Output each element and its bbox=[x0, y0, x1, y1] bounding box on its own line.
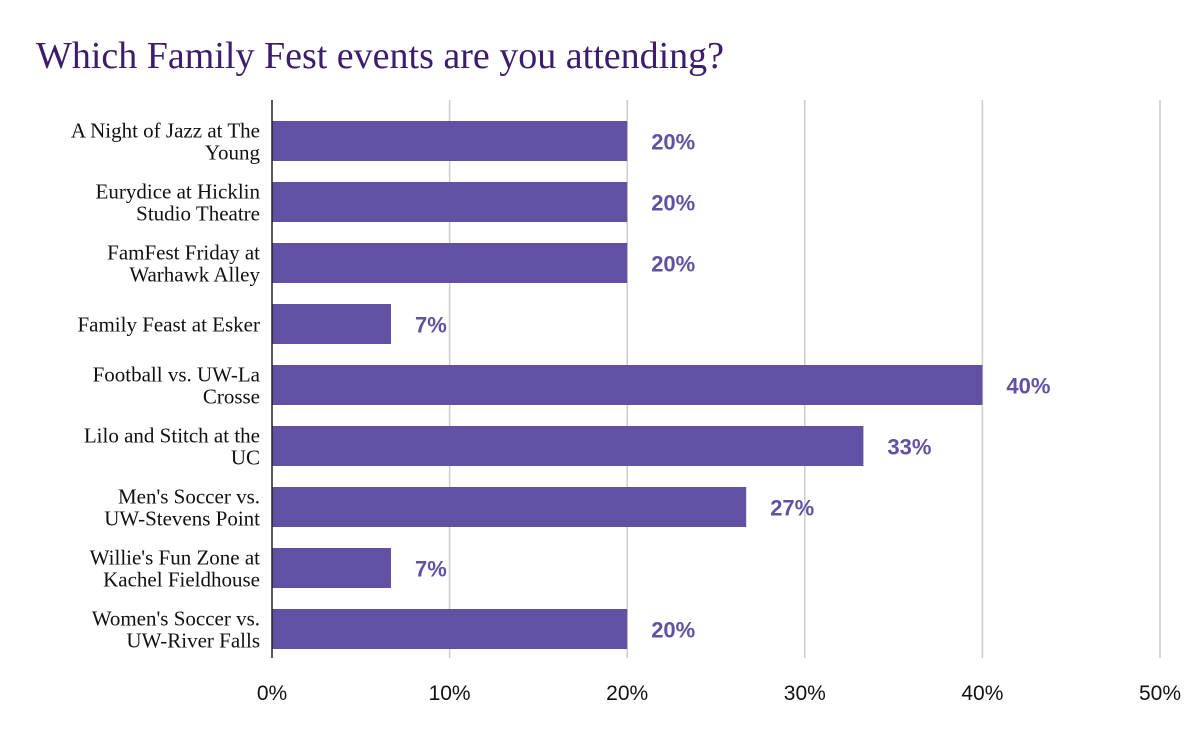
data-label: 33% bbox=[887, 435, 931, 460]
bars bbox=[272, 121, 983, 649]
data-label: 20% bbox=[651, 130, 695, 155]
chart-title: Which Family Fest events are you attendi… bbox=[36, 35, 724, 77]
category-label: Football vs. UW-La Crosse bbox=[93, 363, 261, 409]
x-tick-label: 20% bbox=[606, 682, 648, 705]
x-tick-label: 30% bbox=[784, 682, 826, 705]
data-label: 27% bbox=[770, 496, 814, 521]
bar bbox=[272, 426, 864, 466]
data-label: 20% bbox=[651, 618, 695, 643]
bar bbox=[272, 365, 983, 405]
x-tick-label: 50% bbox=[1139, 682, 1181, 705]
category-label: A Night of Jazz at The Young bbox=[71, 119, 261, 165]
data-label: 7% bbox=[415, 557, 447, 582]
bar bbox=[272, 243, 628, 283]
data-label: 40% bbox=[1006, 374, 1050, 399]
data-labels: 20% 20% 20% 7% 40% 33% 27% 7% 20% bbox=[415, 130, 1050, 643]
x-tick-label: 0% bbox=[257, 682, 287, 705]
category-label: Willie's Fun Zone at Kachel Fieldhouse bbox=[90, 546, 260, 592]
x-tick-label: 10% bbox=[429, 682, 471, 705]
bar bbox=[272, 182, 628, 222]
x-axis-ticks: 0% 10% 20% 30% 40% 50% bbox=[257, 682, 1181, 705]
bar bbox=[272, 548, 391, 588]
bar bbox=[272, 121, 628, 161]
bar bbox=[272, 304, 391, 344]
data-label: 7% bbox=[415, 313, 447, 338]
category-label: Lilo and Stitch at the UC bbox=[84, 424, 260, 470]
bar bbox=[272, 487, 747, 527]
bar bbox=[272, 609, 628, 649]
data-label: 20% bbox=[651, 252, 695, 277]
x-tick-label: 40% bbox=[961, 682, 1003, 705]
category-label: Eurydice at Hicklin Studio Theatre bbox=[96, 180, 261, 226]
data-label: 20% bbox=[651, 191, 695, 216]
category-label: Men's Soccer vs. UW-Stevens Point bbox=[104, 485, 260, 531]
category-label: Women's Soccer vs. UW-River Falls bbox=[92, 607, 260, 653]
category-labels: A Night of Jazz at The Young Eurydice at H… bbox=[71, 119, 261, 653]
category-label: Family Feast at Esker bbox=[77, 313, 260, 337]
category-label: FamFest Friday at Warhawk Alley bbox=[107, 241, 260, 287]
